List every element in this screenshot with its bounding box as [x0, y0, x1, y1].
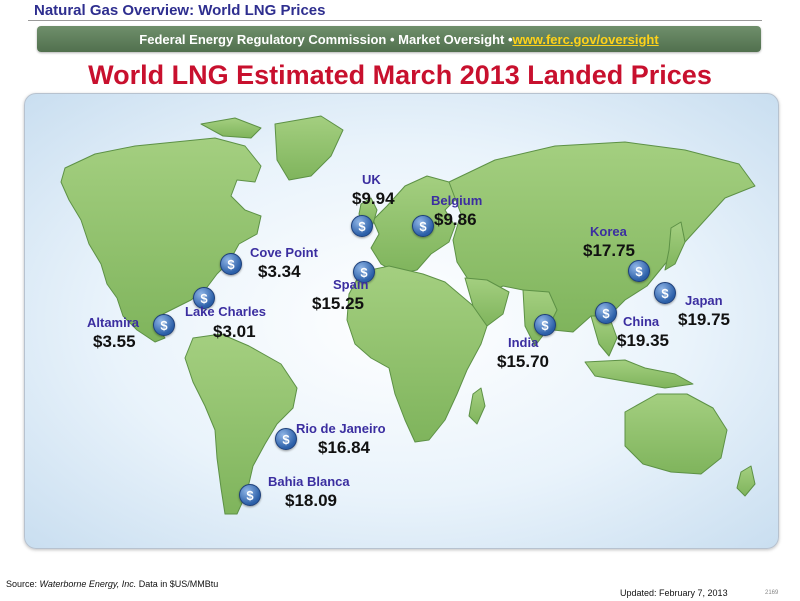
source-units: Data in $US/MMBtu [136, 579, 219, 589]
banner-text: Federal Energy Regulatory Commission • M… [139, 31, 513, 47]
ferc-oversight-link[interactable]: www.ferc.gov/oversight [512, 31, 659, 47]
location-price: $18.09 [285, 491, 337, 510]
ferc-banner: Federal Energy Regulatory Commission • M… [37, 26, 761, 52]
dollar-coin-icon[interactable]: $ [595, 302, 617, 324]
location-price: $19.35 [617, 331, 669, 350]
page-title: World LNG Estimated March 2013 Landed Pr… [88, 60, 712, 90]
source-label: Source: [6, 579, 40, 589]
location-price: $19.75 [678, 310, 730, 329]
madagascar-shape [468, 387, 486, 425]
dollar-coin-icon[interactable]: $ [628, 260, 650, 282]
location-price: $9.94 [352, 189, 395, 208]
location-price: $3.34 [258, 262, 301, 281]
location-name: Lake Charles [185, 304, 266, 319]
location-name: China [623, 314, 660, 329]
australia-shape [624, 393, 728, 475]
location-price: $3.55 [93, 332, 136, 351]
indonesia-shape [584, 359, 694, 389]
dollar-coin-icon[interactable]: $ [412, 215, 434, 237]
location-name: Korea [590, 224, 627, 239]
arctic-islands-shape [200, 117, 262, 139]
header-divider [28, 20, 762, 21]
location-price: $9.86 [434, 210, 477, 229]
location-price: $15.70 [497, 352, 549, 371]
location-name: Rio de Janeiro [296, 421, 386, 436]
updated-date: Updated: February 7, 2013 [620, 588, 728, 598]
location-price: $15.25 [312, 294, 364, 313]
location-name: UK [362, 172, 381, 187]
section-title: Natural Gas Overview: World LNG Prices [34, 2, 326, 19]
location-price: $17.75 [583, 241, 635, 260]
location-name: Spain [333, 277, 369, 292]
location-name: Belgium [431, 193, 483, 208]
slide-number: 2169 [765, 590, 779, 596]
dollar-coin-icon[interactable]: $ [351, 215, 373, 237]
dollar-coin-icon[interactable]: $ [153, 314, 175, 336]
dollar-coin-icon[interactable]: $ [534, 314, 556, 336]
location-name: Altamira [87, 315, 140, 330]
location-name: India [508, 335, 539, 350]
greenland-shape [274, 115, 344, 181]
arabia-shape [464, 277, 510, 327]
source-note: Source: Waterborne Energy, Inc. Data in … [6, 579, 218, 589]
dollar-coin-icon[interactable]: $ [239, 484, 261, 506]
location-name: Japan [685, 293, 723, 308]
location-price: $3.01 [213, 322, 256, 341]
dollar-coin-icon[interactable]: $ [275, 428, 297, 450]
dollar-coin-icon[interactable]: $ [654, 282, 676, 304]
location-name: Bahia Blanca [268, 474, 350, 489]
location-name: Cove Point [250, 245, 318, 260]
location-price: $16.84 [318, 438, 370, 457]
africa-shape [346, 265, 490, 443]
dollar-coin-icon[interactable]: $ [193, 287, 215, 309]
dollar-coin-icon[interactable]: $ [220, 253, 242, 275]
source-name: Waterborne Energy, Inc. [39, 579, 137, 589]
dollar-coin-icon[interactable]: $ [353, 261, 375, 283]
world-map: $ UK $9.94 $ Belgium $9.86 $ Cove Point … [24, 93, 779, 549]
japan-shape [664, 221, 686, 271]
new-zealand-shape [736, 465, 756, 497]
